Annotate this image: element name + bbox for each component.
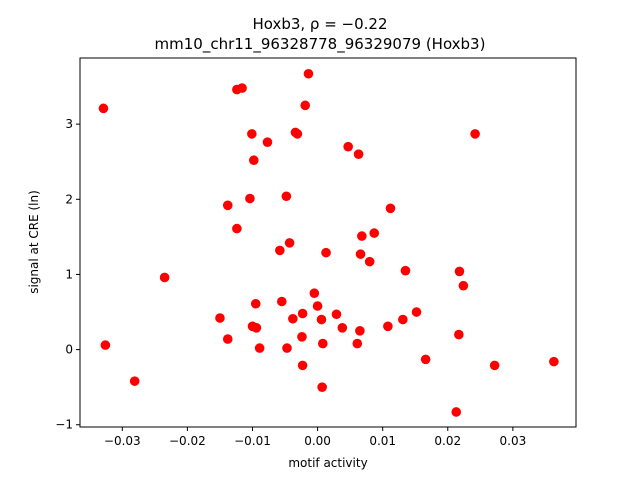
- data-point: [297, 332, 307, 342]
- data-point: [222, 200, 233, 211]
- data-point: [312, 301, 323, 311]
- data-point: [357, 231, 367, 241]
- data-point: [98, 103, 109, 114]
- y-tick-label: 3: [65, 117, 73, 131]
- data-point: [317, 338, 328, 349]
- data-point: [317, 382, 327, 392]
- data-point: [451, 407, 462, 417]
- data-point: [549, 356, 559, 367]
- data-point: [369, 228, 380, 238]
- data-point: [303, 68, 314, 79]
- chart-title-line1: Hoxb3, ρ = −0.22: [252, 15, 387, 33]
- data-point: [222, 334, 233, 344]
- data-point: [355, 249, 366, 259]
- data-point: [247, 129, 257, 139]
- data-point: [321, 247, 331, 258]
- data-point: [385, 203, 396, 214]
- data-point: [262, 137, 273, 147]
- data-point: [300, 100, 311, 111]
- y-tick-label: 0: [65, 343, 73, 357]
- data-point: [282, 343, 292, 353]
- y-axis-ticks: −1 0 1 2 3: [55, 117, 80, 432]
- data-point: [364, 256, 375, 267]
- y-tick-label: −1: [55, 418, 73, 432]
- data-point: [297, 360, 308, 371]
- x-tick-label: 0.03: [500, 434, 527, 448]
- data-point: [254, 343, 265, 353]
- data-point: [251, 322, 262, 333]
- data-point: [355, 326, 365, 336]
- data-point: [337, 322, 348, 333]
- data-point: [215, 313, 225, 323]
- data-point: [159, 272, 170, 283]
- data-point: [292, 129, 303, 139]
- x-axis-ticks: −0.03 −0.02 −0.01 0.00 0.01 0.02 0.03: [104, 427, 526, 448]
- data-point: [400, 265, 411, 276]
- data-point: [309, 288, 320, 299]
- y-axis-label: signal at CRE (ln): [27, 190, 41, 294]
- data-point: [454, 266, 465, 277]
- data-point: [470, 129, 480, 139]
- data-point: [275, 245, 285, 256]
- data-point: [250, 298, 261, 309]
- y-tick-label: 1: [65, 267, 73, 281]
- data-point: [129, 376, 140, 386]
- data-point: [420, 354, 431, 365]
- data-point: [276, 296, 287, 307]
- data-point: [331, 309, 342, 320]
- data-point: [458, 280, 469, 291]
- data-point: [383, 321, 393, 332]
- x-tick-label: −0.01: [234, 434, 271, 448]
- x-tick-label: 0.01: [369, 434, 396, 448]
- x-tick-label: 0.00: [304, 434, 331, 448]
- data-point: [352, 338, 363, 349]
- data-point: [100, 340, 111, 350]
- data-point: [316, 314, 327, 325]
- data-point: [398, 314, 408, 325]
- x-tick-label: −0.03: [104, 434, 141, 448]
- data-point: [232, 223, 242, 234]
- x-tick-label: −0.02: [169, 434, 206, 448]
- data-point: [237, 83, 247, 93]
- data-point: [281, 191, 292, 202]
- data-points: [98, 68, 559, 417]
- x-tick-label: 0.02: [434, 434, 461, 448]
- data-point: [454, 329, 464, 340]
- data-point: [288, 313, 298, 324]
- data-point: [343, 141, 353, 152]
- x-axis-label: motif activity: [288, 456, 367, 470]
- data-point: [297, 308, 308, 319]
- y-tick-label: 2: [65, 192, 73, 206]
- data-point: [284, 238, 295, 248]
- plot-area-frame: [79, 57, 577, 428]
- data-point: [248, 155, 259, 166]
- data-point: [353, 149, 364, 159]
- chart-title-line2: mm10_chr11_96328778_96329079 (Hoxb3): [155, 35, 486, 54]
- data-point: [411, 307, 422, 317]
- data-point: [489, 360, 500, 371]
- data-point: [245, 193, 255, 204]
